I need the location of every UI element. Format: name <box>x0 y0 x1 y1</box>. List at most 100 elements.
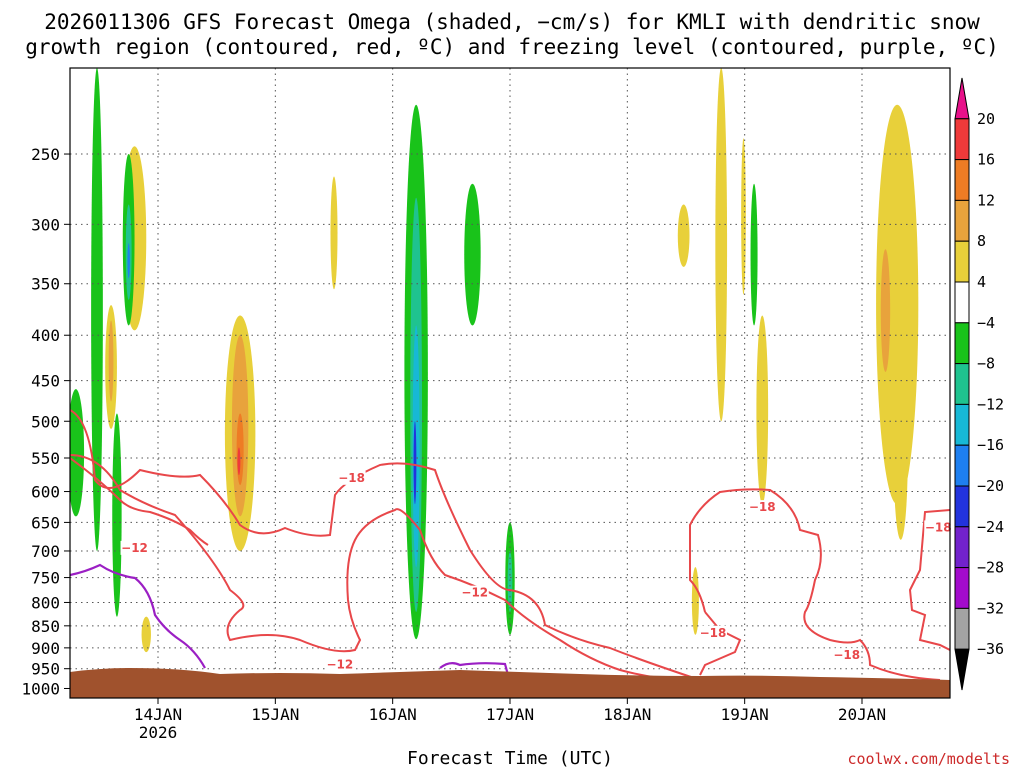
colorbar-band-11 <box>954 526 970 569</box>
y-tick-label-15: 1000 <box>21 679 60 698</box>
y-tick-label-12: 850 <box>31 617 60 636</box>
omega-blob-30 <box>677 204 690 267</box>
colorbar-label-3: 8 <box>977 232 986 250</box>
x-tick-label-6: 20JAN <box>838 705 886 724</box>
y-tick-label-3: 400 <box>31 326 60 345</box>
colorbar-label-10: −24 <box>977 518 1004 536</box>
colorbar-band-8 <box>954 403 970 446</box>
contour-label-bg-3 <box>325 657 354 672</box>
omega-blob-11 <box>127 243 130 279</box>
colorbar-label-0: 20 <box>977 110 995 128</box>
colorbar-band-14 <box>954 648 970 691</box>
omega-blob-3 <box>237 447 241 476</box>
y-tick-label-8: 650 <box>31 513 60 532</box>
colorbar-band-1 <box>954 118 970 161</box>
omega-blob-21 <box>507 550 513 612</box>
colorbar-label-7: −12 <box>977 395 1004 413</box>
dgz-contour-far-right <box>908 509 950 651</box>
colorbar-label-2: 12 <box>977 191 995 209</box>
x-tick-label-0: 14JAN <box>134 705 182 724</box>
colorbar-label-1: 16 <box>977 151 995 169</box>
freezing-level-contour <box>70 563 206 669</box>
y-tick-label-4: 450 <box>31 372 60 391</box>
colorbar-label-9: −20 <box>977 477 1004 495</box>
contour-label-7: −18 <box>925 520 952 534</box>
omega-blob-13 <box>141 616 151 653</box>
colorbar-label-4: 4 <box>977 273 986 291</box>
colorbar-band-6 <box>954 322 970 365</box>
colorbar-label-11: −28 <box>977 559 1004 577</box>
colorbar-band-10 <box>954 485 970 528</box>
x-tick-label-5: 19JAN <box>721 705 769 724</box>
contour-label-6: −18 <box>833 648 860 662</box>
omega-blob-22 <box>715 68 728 422</box>
y-tick-label-6: 550 <box>31 449 60 468</box>
x-tick-label-2: 16JAN <box>369 705 417 724</box>
colorbar-band-12 <box>954 567 970 609</box>
terrain-surface <box>70 668 950 698</box>
colorbar-label-12: −32 <box>977 599 1004 617</box>
colorbar-label-8: −16 <box>977 436 1004 454</box>
omega-blob-24 <box>750 183 758 326</box>
x-axis-label: Forecast Time (UTC) <box>407 748 613 768</box>
chart-title-line-2: growth region (contoured, red, ºC) and f… <box>25 35 999 59</box>
contour-label-bg-2 <box>460 585 489 600</box>
colorbar-band-2 <box>954 159 970 201</box>
credit-text: coolwx.com/modelts <box>847 750 1010 768</box>
colorbar-label-13: −36 <box>977 640 1004 658</box>
y-tick-label-5: 500 <box>31 412 60 431</box>
omega-blob-14 <box>330 176 338 290</box>
colorbar-band-4 <box>954 240 970 283</box>
omega-blob-12 <box>112 413 122 617</box>
omega-blob-25 <box>756 315 769 505</box>
omega-blob-28 <box>893 371 908 540</box>
freezing-level-contour-2 <box>439 661 510 676</box>
colorbar-band-7 <box>954 363 970 405</box>
y-tick-label-2: 350 <box>31 275 60 294</box>
contour-label-bg-0 <box>337 470 366 485</box>
contour-label-bg-6 <box>832 648 861 663</box>
contour-label-0: −18 <box>338 471 365 485</box>
colorbar-band-13 <box>954 607 970 650</box>
dgz-contour-upper-branch <box>70 457 209 546</box>
x-tick-label-4: 18JAN <box>603 705 651 724</box>
y-tick-label-1: 300 <box>31 215 60 234</box>
colorbar-band-9 <box>954 444 970 487</box>
x-tick-label-3: 17JAN <box>486 705 534 724</box>
colorbar-label-5: −4 <box>977 314 995 332</box>
y-tick-label-0: 250 <box>31 145 60 164</box>
y-tick-label-14: 950 <box>31 660 60 679</box>
y-tick-label-10: 750 <box>31 569 60 588</box>
omega-blob-2 <box>236 413 244 486</box>
contour-label-1: −12 <box>121 541 148 555</box>
omega-blob-7 <box>91 68 103 551</box>
omega-blob-26 <box>876 104 919 505</box>
colorbar-band-5 <box>954 281 970 324</box>
contour-label-2: −12 <box>461 586 488 600</box>
contour-label-5: −18 <box>749 500 776 514</box>
x-tick-label-1: 15JAN <box>251 705 299 724</box>
omega-blob-19 <box>464 183 481 326</box>
colorbar-band-0 <box>954 77 970 120</box>
omega-blob-18 <box>413 421 417 505</box>
dgz-contour-lower <box>70 454 681 681</box>
y-axis-ticks: 250 300 350 400 450 500 550 600 650 700 750 800 850 9… <box>21 145 70 698</box>
y-tick-label-13: 900 <box>31 639 60 658</box>
colorbar-band-3 <box>954 199 970 242</box>
colorbar: 20 16 12 8 4 −4 −8 −12 −16 −20 −24 −28 −32 −36 <box>954 77 1004 691</box>
y-tick-label-7: 600 <box>31 483 60 502</box>
omega-blob-27 <box>880 249 891 372</box>
contour-label-3: −12 <box>326 658 353 672</box>
x-tick-sublabel-0: 2026 <box>139 723 178 742</box>
contour-label-bg-4 <box>698 625 727 640</box>
contour-label-4: −18 <box>700 626 727 640</box>
contour-label-bg-7 <box>924 520 953 535</box>
contour-labels: −18 −12 −12 −12 −18 −18 −18 −18 <box>120 470 953 672</box>
y-tick-label-9: 700 <box>31 542 60 561</box>
contour-label-bg-1 <box>120 540 149 555</box>
colorbar-label-6: −8 <box>977 355 995 373</box>
y-tick-label-11: 800 <box>31 593 60 612</box>
chart-title-line-1: 2026011306 GFS Forecast Omega (shaded, −… <box>44 10 980 34</box>
